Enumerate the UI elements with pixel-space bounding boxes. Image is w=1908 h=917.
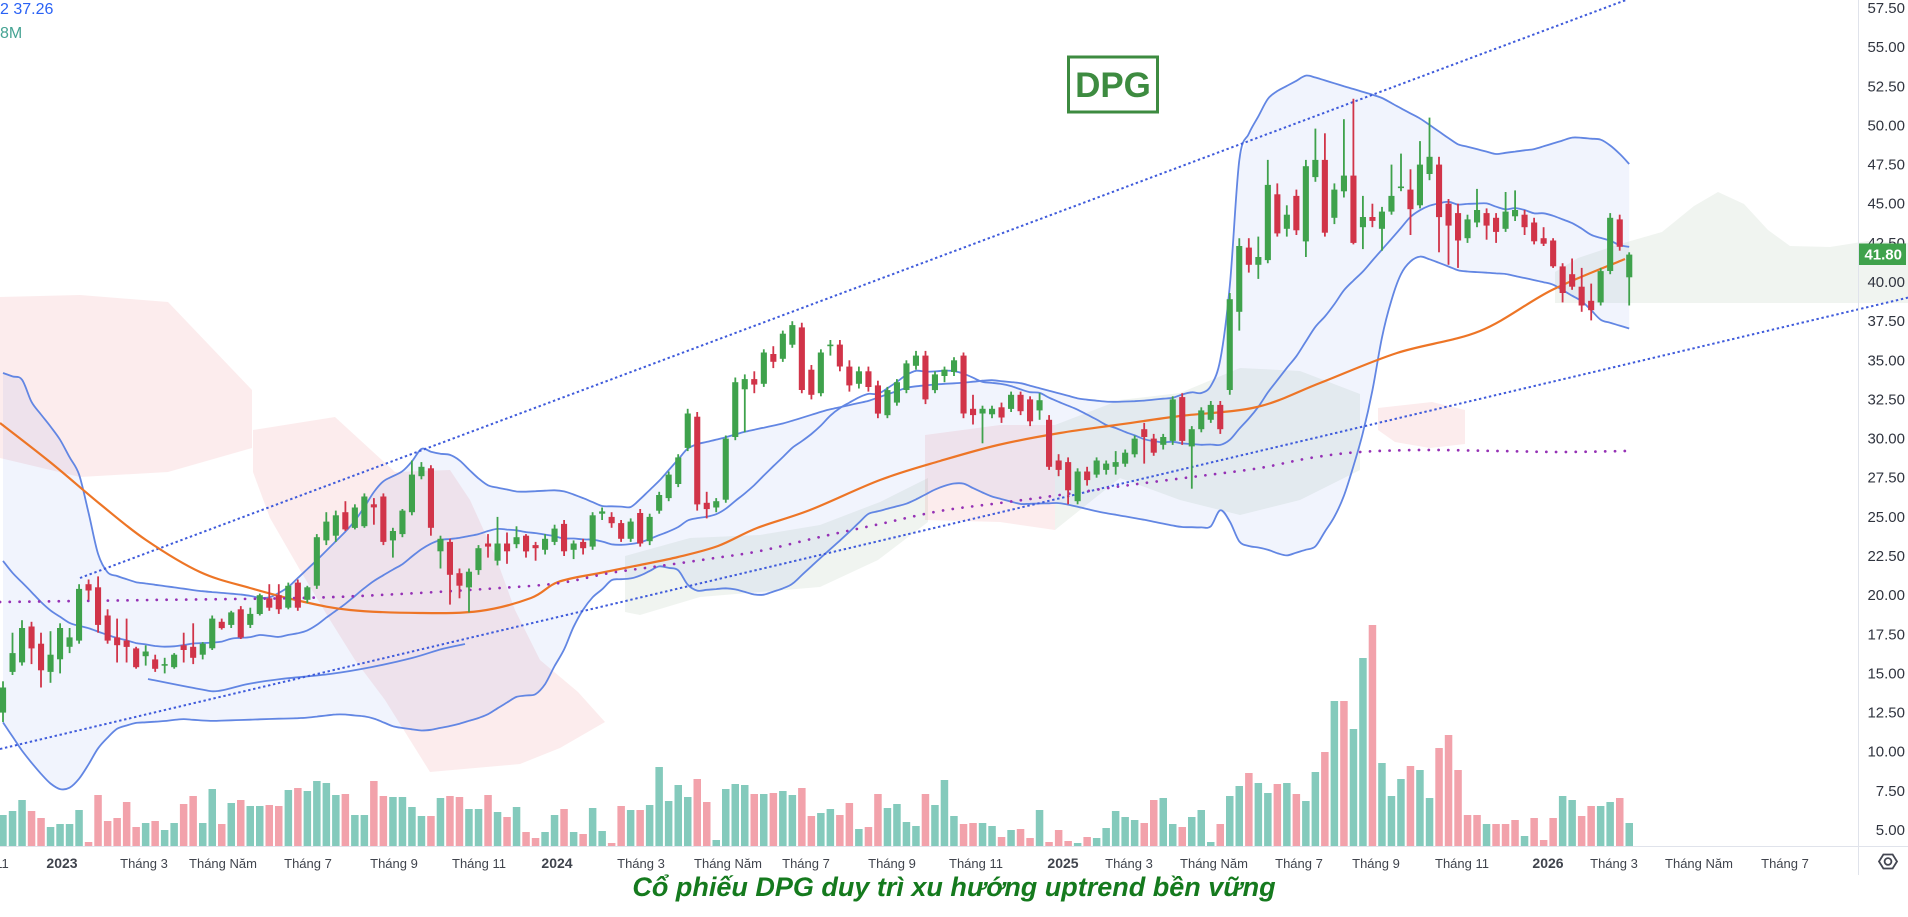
svg-text:2025: 2025 xyxy=(1047,855,1078,871)
svg-text:7.50: 7.50 xyxy=(1876,783,1905,800)
svg-text:Tháng 3: Tháng 3 xyxy=(1105,856,1153,871)
svg-text:Tháng 7: Tháng 7 xyxy=(1761,856,1809,871)
svg-text:40.00: 40.00 xyxy=(1867,274,1905,291)
svg-text:55.00: 55.00 xyxy=(1867,39,1905,56)
svg-text:10.00: 10.00 xyxy=(1867,744,1905,761)
svg-text:12.50: 12.50 xyxy=(1867,705,1905,722)
svg-text:45.00: 45.00 xyxy=(1867,196,1905,213)
svg-text:Tháng 3: Tháng 3 xyxy=(1590,856,1638,871)
svg-text:15.00: 15.00 xyxy=(1867,665,1905,682)
svg-text:Tháng Năm: Tháng Năm xyxy=(1180,856,1248,871)
svg-text:8M: 8M xyxy=(0,25,22,42)
svg-text:Tháng 7: Tháng 7 xyxy=(284,856,332,871)
svg-text:25.00: 25.00 xyxy=(1867,509,1905,526)
svg-text:Tháng Năm: Tháng Năm xyxy=(189,856,257,871)
svg-text:41.80: 41.80 xyxy=(1864,247,1902,264)
svg-text:5.00: 5.00 xyxy=(1876,822,1905,839)
svg-text:Tháng 9: Tháng 9 xyxy=(868,856,916,871)
svg-text:2026: 2026 xyxy=(1532,855,1563,871)
svg-text:47.50: 47.50 xyxy=(1867,157,1905,174)
svg-text:32.50: 32.50 xyxy=(1867,391,1905,408)
svg-text:Tháng Năm: Tháng Năm xyxy=(1665,856,1733,871)
svg-text:57.50: 57.50 xyxy=(1867,0,1905,17)
svg-text:2 37.26: 2 37.26 xyxy=(0,1,53,18)
svg-text:Tháng 9: Tháng 9 xyxy=(1352,856,1400,871)
svg-text:Cổ phiếu DPG duy trì xu hướng: Cổ phiếu DPG duy trì xu hướng uptrend bề… xyxy=(632,872,1276,902)
svg-text:Tháng 11: Tháng 11 xyxy=(452,856,506,871)
svg-text:37.50: 37.50 xyxy=(1867,313,1905,330)
svg-text:35.00: 35.00 xyxy=(1867,352,1905,369)
svg-text:Tháng 11: Tháng 11 xyxy=(949,856,1003,871)
svg-text:Tháng Năm: Tháng Năm xyxy=(694,856,762,871)
svg-text:Tháng 3: Tháng 3 xyxy=(617,856,665,871)
svg-text:2024: 2024 xyxy=(541,855,572,871)
svg-text:20.00: 20.00 xyxy=(1867,587,1905,604)
svg-text:DPG: DPG xyxy=(1075,66,1151,105)
svg-text:Tháng 9: Tháng 9 xyxy=(370,856,418,871)
svg-text:Tháng 3: Tháng 3 xyxy=(120,856,168,871)
svg-text:17.50: 17.50 xyxy=(1867,626,1905,643)
svg-text:11: 11 xyxy=(0,856,9,871)
svg-text:27.50: 27.50 xyxy=(1867,470,1905,487)
svg-text:2023: 2023 xyxy=(46,855,77,871)
svg-text:Tháng 7: Tháng 7 xyxy=(782,856,830,871)
svg-text:30.00: 30.00 xyxy=(1867,431,1905,448)
svg-text:22.50: 22.50 xyxy=(1867,548,1905,565)
svg-text:52.50: 52.50 xyxy=(1867,78,1905,95)
svg-text:50.00: 50.00 xyxy=(1867,117,1905,134)
svg-text:Tháng 11: Tháng 11 xyxy=(1435,856,1489,871)
svg-text:Tháng 7: Tháng 7 xyxy=(1275,856,1323,871)
